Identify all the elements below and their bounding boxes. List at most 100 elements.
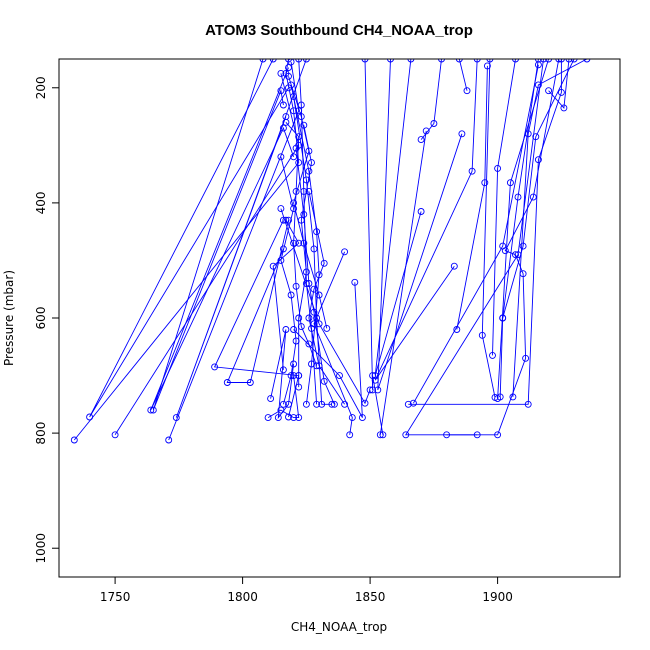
data-point <box>514 193 522 201</box>
data-point <box>361 399 369 407</box>
data-point <box>300 121 308 129</box>
data-point <box>534 156 542 164</box>
data-point <box>305 187 313 195</box>
data-point <box>506 179 514 187</box>
series-line <box>89 59 289 418</box>
series-line <box>150 67 295 411</box>
data-point <box>519 242 527 250</box>
data-point <box>522 354 530 362</box>
series-line <box>293 96 332 405</box>
data-point <box>313 400 321 408</box>
data-point <box>290 205 298 213</box>
data-series <box>545 59 573 112</box>
data-point <box>282 118 290 126</box>
x-tick-label: 1750 <box>100 590 131 604</box>
data-point <box>295 239 303 247</box>
data-point <box>295 314 303 322</box>
data-point <box>404 400 412 408</box>
series-line <box>295 148 335 405</box>
data-point <box>330 400 338 408</box>
data-series <box>290 278 366 422</box>
data-point <box>417 208 425 215</box>
data-point <box>328 400 336 408</box>
data-point <box>285 413 292 421</box>
series-line <box>364 59 384 435</box>
data-series <box>409 61 542 407</box>
data-point <box>463 87 471 95</box>
series-line <box>377 59 463 391</box>
y-tick-label: 600 <box>34 307 48 330</box>
data-series <box>165 59 303 444</box>
data-series <box>147 64 298 414</box>
data-point <box>308 159 315 167</box>
data-point <box>320 377 328 385</box>
data-point <box>290 326 298 333</box>
data-series <box>86 59 292 421</box>
data-point <box>545 87 553 95</box>
data-series <box>361 59 387 439</box>
data-point <box>295 159 303 167</box>
data-point <box>211 363 219 371</box>
data-series <box>295 59 321 408</box>
data-point <box>277 256 285 264</box>
y-axis: 200 400 600 800 1000 <box>34 76 60 564</box>
series-line <box>152 59 284 411</box>
data-point <box>295 59 303 63</box>
data-series <box>172 59 310 422</box>
data-point <box>285 64 292 72</box>
data-series <box>496 59 542 401</box>
data-point <box>351 278 359 286</box>
data-point <box>486 59 494 63</box>
data-point <box>287 291 295 299</box>
data-point <box>499 314 507 322</box>
series-line <box>313 251 353 435</box>
data-point <box>290 153 298 161</box>
data-point <box>111 431 119 439</box>
data-point <box>494 164 502 172</box>
series-line <box>499 59 539 397</box>
data-point <box>529 193 537 201</box>
data-point <box>387 59 394 63</box>
y-tick-label: 400 <box>34 191 48 214</box>
data-point <box>292 282 300 290</box>
data-point <box>285 216 292 224</box>
series-line <box>446 59 560 436</box>
data-point <box>371 376 379 384</box>
data-point <box>534 61 542 69</box>
data-point <box>305 340 313 348</box>
series-line <box>293 282 363 418</box>
data-point <box>402 431 410 439</box>
data-series <box>371 59 481 384</box>
data-series <box>277 153 300 408</box>
series-line <box>408 59 562 405</box>
series-line <box>497 59 550 399</box>
data-point <box>305 314 313 322</box>
data-point <box>310 285 318 293</box>
series-line <box>456 65 488 330</box>
data-series <box>292 144 338 408</box>
data-point <box>287 81 295 89</box>
data-point <box>455 59 463 63</box>
data-point <box>478 331 486 339</box>
data-point <box>149 406 157 414</box>
data-point <box>223 379 231 386</box>
series-line <box>413 64 539 404</box>
data-point <box>292 187 300 195</box>
series-line <box>548 59 570 109</box>
y-tick-label: 1000 <box>34 533 48 564</box>
data-series <box>305 187 349 408</box>
data-point <box>468 167 476 175</box>
data-series <box>374 59 466 394</box>
y-axis-label: Pressure (mbar) <box>2 270 16 366</box>
data-point <box>302 59 310 63</box>
chart-title: ATOM3 Southbound CH4_NOAA_trop <box>205 22 473 39</box>
data-series <box>402 59 547 439</box>
data-point <box>407 59 415 63</box>
data-point <box>557 59 565 63</box>
data-point <box>417 136 425 144</box>
data-point <box>532 133 540 141</box>
series-line <box>73 59 300 441</box>
data-point <box>292 337 300 345</box>
data-point <box>489 351 496 359</box>
